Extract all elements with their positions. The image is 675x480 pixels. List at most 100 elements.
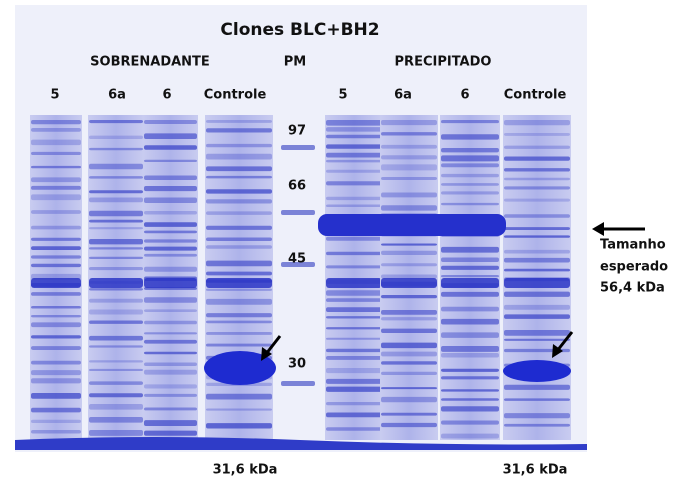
band xyxy=(504,268,570,272)
band xyxy=(89,120,143,124)
band xyxy=(31,314,81,318)
band-strong xyxy=(318,214,506,236)
band xyxy=(441,306,499,312)
band xyxy=(381,250,437,255)
band xyxy=(326,251,382,256)
band xyxy=(206,271,272,276)
lane xyxy=(88,115,144,440)
band xyxy=(441,257,499,263)
lane-label: 5 xyxy=(50,88,59,103)
band xyxy=(504,314,570,319)
band xyxy=(326,298,382,302)
band xyxy=(381,371,437,376)
band xyxy=(89,190,143,194)
band xyxy=(326,356,382,360)
band xyxy=(31,255,81,259)
band xyxy=(31,177,81,183)
band xyxy=(31,370,81,376)
band xyxy=(504,278,570,288)
band xyxy=(144,222,197,227)
arrow-head xyxy=(261,347,272,361)
band xyxy=(441,318,499,325)
band xyxy=(381,412,437,416)
band xyxy=(381,278,437,288)
band xyxy=(31,278,81,288)
band xyxy=(326,181,382,186)
lane xyxy=(380,115,438,440)
band xyxy=(144,393,197,397)
lanes xyxy=(30,115,571,440)
band xyxy=(89,403,143,410)
band xyxy=(89,298,143,303)
band xyxy=(89,345,143,348)
arrow-head xyxy=(552,344,563,358)
band xyxy=(326,348,382,353)
band xyxy=(31,429,81,434)
band xyxy=(326,278,382,288)
band xyxy=(206,298,272,305)
band xyxy=(144,362,197,367)
band xyxy=(31,194,81,201)
band xyxy=(381,396,437,403)
band xyxy=(381,328,437,333)
band-blob xyxy=(204,351,276,385)
band xyxy=(206,120,272,123)
band xyxy=(381,342,437,349)
band xyxy=(31,419,81,424)
band xyxy=(381,361,437,365)
band xyxy=(326,134,382,139)
marker-label: PM xyxy=(284,55,306,70)
band xyxy=(89,368,143,372)
band xyxy=(504,168,570,172)
band xyxy=(89,227,143,230)
band xyxy=(89,135,143,140)
band xyxy=(381,177,437,180)
band xyxy=(89,266,143,271)
band xyxy=(144,239,197,243)
lane-label: Controle xyxy=(504,88,567,103)
band xyxy=(504,398,570,401)
band xyxy=(381,132,437,136)
band xyxy=(206,175,272,179)
band xyxy=(144,278,197,288)
marker-band xyxy=(281,210,315,215)
band xyxy=(206,288,272,291)
arrow-head xyxy=(592,222,604,236)
marker-size: 30 xyxy=(288,357,306,372)
footnote: 31,6 kDa xyxy=(503,463,568,478)
band xyxy=(441,148,499,153)
band xyxy=(144,384,197,389)
band xyxy=(31,246,81,251)
band xyxy=(144,339,197,344)
band xyxy=(441,376,499,380)
band xyxy=(326,169,382,173)
arrow xyxy=(264,335,282,355)
lane-label: 6 xyxy=(162,88,171,103)
band xyxy=(206,393,272,400)
band xyxy=(144,407,197,411)
lane-label: Controle xyxy=(204,88,267,103)
band xyxy=(504,156,570,161)
band xyxy=(441,291,499,297)
band xyxy=(326,386,382,392)
band xyxy=(326,159,382,163)
band xyxy=(504,257,570,263)
band xyxy=(441,191,499,195)
band xyxy=(381,164,437,171)
band xyxy=(144,332,197,335)
band xyxy=(326,412,382,418)
band xyxy=(381,192,437,198)
band xyxy=(441,433,499,439)
band xyxy=(504,120,570,126)
band xyxy=(89,210,143,217)
band xyxy=(144,175,197,181)
band xyxy=(381,351,437,357)
band xyxy=(89,238,143,245)
band xyxy=(89,176,143,179)
marker-band xyxy=(281,262,315,267)
band xyxy=(31,263,81,268)
band xyxy=(31,378,81,384)
band xyxy=(144,145,197,150)
band xyxy=(326,427,382,431)
marker-size: 66 xyxy=(288,179,306,194)
